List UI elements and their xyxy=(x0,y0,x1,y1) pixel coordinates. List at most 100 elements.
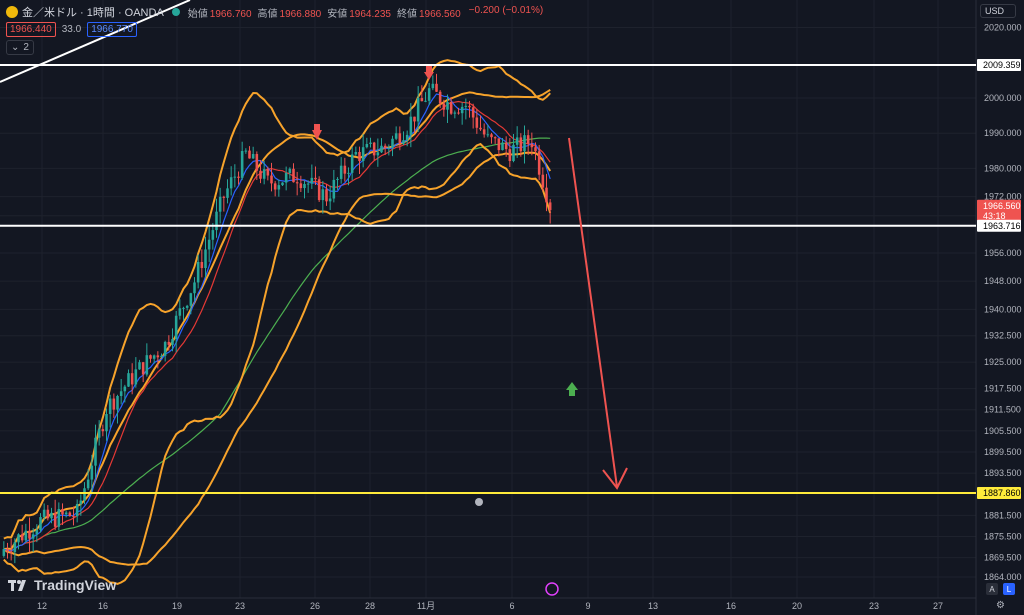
candle-body xyxy=(424,100,427,102)
candle-body xyxy=(127,373,130,387)
candle-body xyxy=(273,183,277,190)
candle-body xyxy=(13,542,17,553)
candle-body xyxy=(156,355,160,358)
candle-body xyxy=(464,105,468,107)
candle-body xyxy=(295,182,299,184)
spread-value: 33.0 xyxy=(61,24,82,35)
candle-body xyxy=(64,512,68,515)
time-tick-label: 9 xyxy=(585,601,590,611)
candle-body xyxy=(394,133,398,139)
candle-body xyxy=(504,142,508,150)
candle-body xyxy=(343,165,347,174)
candle-body xyxy=(292,168,295,183)
price-tick-label: 1956.000 xyxy=(984,248,1022,258)
candle-body xyxy=(336,178,339,180)
candle-body xyxy=(262,169,266,179)
ohlc-change: −0.200 (−0.01%) xyxy=(468,4,544,16)
candle-body xyxy=(68,512,72,517)
ask-button[interactable]: 1966.770 xyxy=(87,22,137,37)
bid-button[interactable]: 1966.440 xyxy=(6,22,56,37)
price-label-text: 1966.560 xyxy=(983,201,1021,211)
price-tick-label: 1881.500 xyxy=(984,510,1022,520)
candle-body xyxy=(83,488,86,501)
candle-body xyxy=(398,133,402,144)
candle-body xyxy=(512,144,515,162)
candle-body xyxy=(449,101,453,114)
price-label-text: 1963.716 xyxy=(983,221,1021,231)
price-label-box xyxy=(977,487,1021,499)
currency-selector[interactable]: USD xyxy=(980,4,1016,18)
candle-body xyxy=(475,117,479,128)
candle-body xyxy=(141,362,145,375)
candle-body xyxy=(145,355,149,375)
alarm-icon xyxy=(475,498,483,506)
arrow-down-marker-icon xyxy=(312,130,322,140)
candle-body xyxy=(314,177,317,180)
candle-body xyxy=(358,152,361,162)
candle-body xyxy=(372,142,376,156)
ohlc-low: 安値 1964.235 xyxy=(327,8,391,20)
indicator-count: 2 xyxy=(23,42,29,53)
candle-body xyxy=(6,549,9,552)
candle-body xyxy=(479,127,482,130)
arrow-up-marker-stem xyxy=(569,389,575,396)
time-tick-label: 11月 xyxy=(417,601,435,611)
candle-body xyxy=(17,534,20,543)
time-tick-label: 20 xyxy=(792,601,802,611)
candle-body xyxy=(530,143,534,148)
candle-body xyxy=(259,170,262,179)
log-scale-button[interactable]: L xyxy=(1003,583,1015,595)
candle-body xyxy=(2,549,6,556)
candle-body xyxy=(501,142,504,151)
candle-body xyxy=(468,105,471,108)
tradingview-logo: TradingView xyxy=(8,577,116,593)
time-tick-label: 23 xyxy=(869,601,879,611)
candle-body xyxy=(75,504,79,517)
candle-body xyxy=(332,179,336,199)
candle-body xyxy=(380,145,383,153)
candle-body xyxy=(545,187,548,203)
time-tick-label: 19 xyxy=(172,601,182,611)
candle-body xyxy=(233,176,237,178)
candle-body xyxy=(435,83,438,92)
candle-body xyxy=(171,339,174,345)
candle-body xyxy=(310,177,314,184)
candle-body xyxy=(288,168,292,174)
candle-body xyxy=(42,509,46,518)
trendline xyxy=(0,0,191,83)
candle-body xyxy=(229,177,233,189)
trend-arrow-line xyxy=(568,137,618,488)
price-tick-label: 1864.000 xyxy=(984,572,1022,582)
candle-body xyxy=(284,173,288,183)
indicators-toggle[interactable]: ⌄ 2 xyxy=(6,40,34,55)
ohlc-open: 始値 1966.760 xyxy=(187,8,252,20)
time-tick-label: 28 xyxy=(365,601,375,611)
ohlc-high: 高値 1966.880 xyxy=(257,8,322,20)
candle-body xyxy=(204,249,207,269)
candle-body xyxy=(541,174,545,188)
price-tick-label: 1972.000 xyxy=(984,192,1022,202)
candle-body xyxy=(347,172,350,174)
price-tick-label: 1869.500 xyxy=(984,553,1022,563)
candle-body xyxy=(281,182,284,186)
candle-body xyxy=(409,116,413,135)
candle-body xyxy=(237,176,240,178)
candle-body xyxy=(416,98,420,122)
candle-body xyxy=(123,386,127,392)
price-tick-label: 1917.500 xyxy=(984,384,1022,394)
candle-body xyxy=(101,429,105,432)
symbol-title[interactable]: 金／米ドル · 1時間 · OANDA xyxy=(22,7,164,19)
gear-icon[interactable]: ⚙ xyxy=(996,600,1005,611)
candle-body xyxy=(431,83,435,89)
candle-body xyxy=(244,150,248,152)
candle-body xyxy=(178,308,182,316)
price-tick-label: 2020.000 xyxy=(984,23,1022,33)
auto-scale-button[interactable]: A xyxy=(986,583,998,595)
candle-body xyxy=(402,140,405,144)
candle-body xyxy=(453,112,457,114)
candle-body xyxy=(97,429,101,438)
candle-body xyxy=(350,154,354,173)
flash-icon xyxy=(545,582,559,596)
candle-body xyxy=(200,261,204,269)
